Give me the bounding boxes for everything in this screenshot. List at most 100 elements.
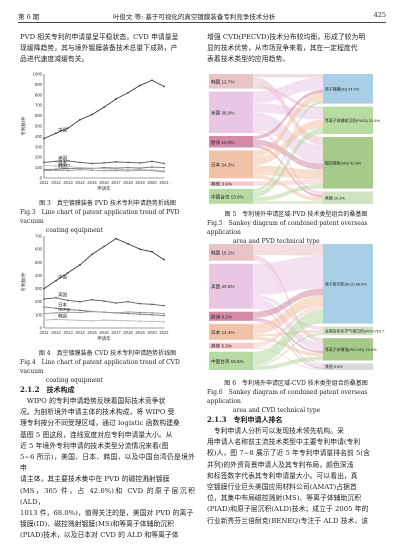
data-point	[43, 161, 45, 164]
sankey-flow	[253, 77, 323, 104]
target-label: 原子层沉积(ALD) 68.0%	[325, 281, 367, 286]
data-point	[115, 311, 117, 314]
source-node	[209, 351, 253, 370]
data-point	[103, 167, 105, 170]
y-tick-label: 800	[35, 92, 43, 97]
source-label: 美国 40.5%	[211, 283, 235, 290]
target-label: 离子镀膜(ID) 24.5%	[325, 86, 360, 91]
data-point	[127, 168, 129, 171]
fig3-caption-cn: 图 3 真空镀膜装备 PVD 技术专利申请趋势折线图	[39, 200, 176, 207]
data-point	[43, 164, 45, 167]
target-node	[323, 363, 373, 370]
series-label: WIPO	[58, 307, 70, 312]
body-line: 1013 件，68.0%)，值得关注的是，美国对 PVD 的离子	[20, 509, 194, 518]
y-tick-label: 600	[35, 247, 43, 252]
data-point	[127, 311, 129, 313]
target-label: 等离子体辅助沉积(PIAD) 22.6%	[325, 118, 380, 123]
data-point	[103, 106, 105, 109]
y-axis-label: 专利数/件	[20, 272, 27, 292]
x-tick-label: 2020	[147, 330, 157, 335]
sankey-flow	[253, 310, 323, 365]
source-label: 欧洲 8.2%	[211, 313, 232, 320]
data-point	[163, 304, 165, 307]
issue-number: 第 6 期	[18, 13, 40, 21]
data-point	[103, 300, 105, 302]
data-point	[139, 313, 141, 316]
data-point	[163, 85, 165, 88]
y-tick-label: 0	[40, 326, 43, 331]
source-label: 美国 36.0%	[211, 109, 235, 116]
sankey-flow	[253, 85, 323, 110]
sankey-flow	[253, 201, 323, 204]
data-point	[151, 250, 153, 253]
y-tick-label: 300	[35, 144, 43, 149]
source-label: 中国台湾 13.0%	[211, 193, 244, 200]
source-label: 中国台湾 16.5%	[211, 358, 244, 365]
data-point	[127, 91, 129, 94]
x-tick-label: 2014	[75, 180, 85, 185]
fig6-caption-en-2: area and CVD technical type	[233, 407, 321, 414]
data-point	[67, 169, 69, 172]
data-point	[91, 298, 93, 301]
series-label: WIPO	[58, 163, 70, 168]
data-point	[127, 242, 129, 245]
series-label: 美国	[58, 154, 67, 161]
data-point	[79, 309, 81, 312]
intro-line-2: 显的技术优势，从市场竞争来看，其在一定程度代	[207, 44, 358, 53]
data-point	[55, 311, 57, 314]
data-point	[139, 162, 141, 164]
data-point	[139, 302, 141, 305]
data-point	[115, 302, 117, 304]
sankey-flow	[253, 319, 323, 369]
fig4-caption-en-1: Fig.4 Line chart of patent application t…	[20, 359, 180, 375]
y-axis-label: 专利数/件	[20, 116, 27, 136]
source-node	[209, 342, 253, 349]
x-axis-label: 申请年	[97, 335, 111, 342]
body-line: 和标签数字代表其专利申请量大小。可以看出，真	[207, 471, 358, 480]
fig4-caption-en-2: coating equipment	[46, 377, 104, 384]
right-column: 增强 CVD(PECVD)技术分布较均衡，形成了较为明 显的技术优势，从市场竞争…	[207, 32, 385, 66]
data-point	[151, 160, 153, 163]
fig5-sankey: 韩国 12.7% 美国 36.0% 欧洲 10.0% 日本 24.2% 其他 3.9% 中…	[209, 74, 380, 204]
source-node	[209, 74, 253, 89]
y-tick-label: 200	[35, 299, 43, 304]
intro-line-1: 增强 CVD(PECVD)技术分布较均衡，形成了较为明	[207, 33, 366, 41]
x-tick-label: 2016	[99, 330, 109, 335]
x-tick-label: 2020	[147, 180, 157, 185]
intro-line-3: 品进代速度减缓有关。	[20, 55, 89, 64]
target-node	[323, 136, 373, 189]
series-label: 日本	[58, 159, 67, 166]
data-point	[139, 248, 141, 251]
body-line: 理专利按分不同受理区域，通过 logistic 函数构建桑	[20, 419, 180, 428]
sankey-flow	[253, 165, 323, 180]
target-label: 等离子体增强(PECVD) 19.0%	[325, 347, 377, 352]
source-node	[209, 91, 253, 134]
data-point	[55, 318, 57, 321]
data-point	[91, 169, 93, 172]
y-tick-label: 200	[35, 155, 43, 160]
target-label: 磁控溅射(MS) 42.6%	[325, 160, 362, 165]
x-tick-label: 2012	[51, 180, 61, 185]
section-2-1-2-title: 2.1.2 技术构成	[20, 385, 75, 394]
data-point	[67, 299, 69, 302]
data-point	[115, 169, 117, 172]
fig3-caption: 图 3 真空镀膜装备 PVD 技术专利申请趋势折线图 Fig.3 Line ch…	[20, 199, 195, 235]
fig6-caption-cn: 图 6 专利境外申请区域-CVD 技术类型组合的桑基图	[224, 380, 368, 387]
fig3-caption-en-2: coating equipment	[46, 227, 104, 234]
data-point	[43, 319, 45, 322]
sankey-flow	[253, 74, 323, 78]
series-label: 中国	[58, 274, 67, 281]
data-point	[115, 98, 117, 100]
fig6-sankey: 韩国 15.1% 美国 40.5% 欧洲 8.2% 日本 14.4% 其他 5.3% 中国…	[209, 244, 385, 370]
source-node	[209, 323, 253, 340]
y-tick-label: 600	[35, 113, 43, 118]
fig5-caption-cn: 图 5 专利境外申请区域-PVD 技术类型组合的桑基图	[224, 211, 368, 218]
data-point	[43, 306, 45, 308]
data-point	[79, 168, 81, 171]
fig5-caption-en-2: area and PVD technical type	[233, 238, 320, 245]
data-point	[127, 170, 129, 172]
fig6-caption: 图 6 专利境外申请区域-CVD 技术类型组合的桑基图 Fig.6 Sankey…	[207, 379, 385, 415]
body-line: 5~6 所示)，美国、日本、韩国，以及中国台湾仍是境外申	[20, 453, 195, 473]
sankey-flow	[253, 306, 323, 347]
source-label: 韩国 12.7%	[211, 78, 235, 85]
